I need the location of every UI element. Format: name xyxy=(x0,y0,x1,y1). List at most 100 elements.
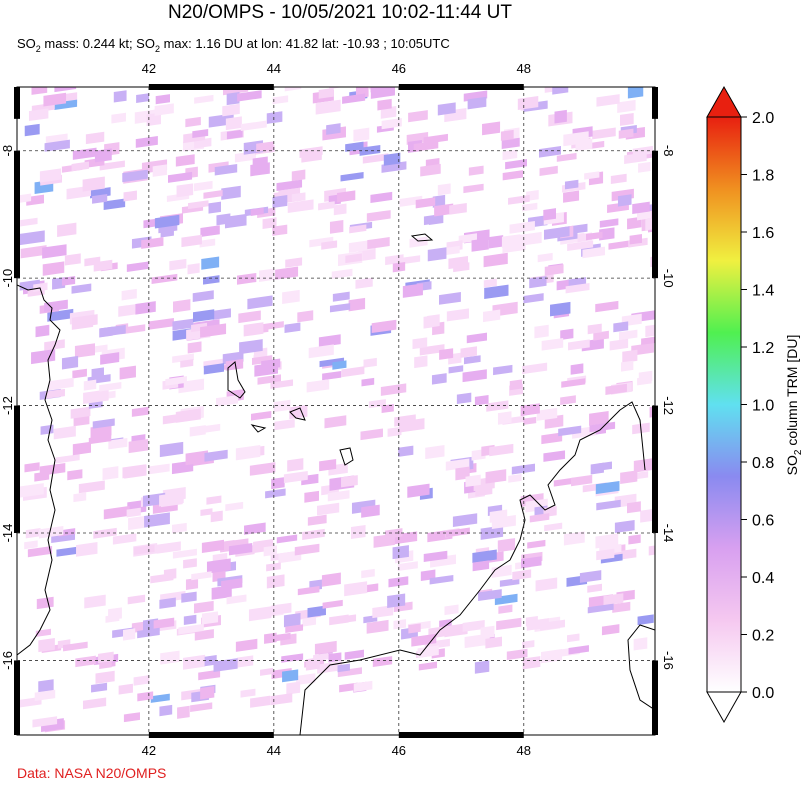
pixel xyxy=(617,99,636,113)
pixel xyxy=(44,299,68,313)
pixel xyxy=(172,522,187,534)
pixel xyxy=(47,308,74,322)
pixel xyxy=(485,469,507,484)
pixel xyxy=(655,40,679,54)
pixel xyxy=(249,462,276,476)
pixel xyxy=(527,539,546,549)
pixel xyxy=(181,234,202,248)
pixel xyxy=(474,660,490,674)
pixel xyxy=(561,378,586,388)
pixel xyxy=(344,581,368,597)
pixel xyxy=(318,334,341,348)
pixel xyxy=(517,96,539,111)
pixel xyxy=(597,57,613,66)
pixel xyxy=(509,379,523,391)
pixel xyxy=(91,682,108,693)
pixel xyxy=(543,208,557,221)
pixel xyxy=(191,571,212,581)
pixel xyxy=(167,171,193,183)
lat-tick-label: -16 xyxy=(0,651,15,670)
pixel xyxy=(234,150,256,163)
pixel xyxy=(383,152,401,166)
pixel xyxy=(486,400,509,412)
lon-tick-label: 48 xyxy=(517,61,531,76)
pixel xyxy=(361,568,375,579)
coastlines xyxy=(17,233,655,735)
pixel xyxy=(270,693,293,706)
pixel xyxy=(199,238,216,248)
pixel xyxy=(488,235,504,249)
pixel xyxy=(285,257,303,268)
pixel xyxy=(582,246,605,259)
pixel xyxy=(153,617,175,630)
pixel xyxy=(478,589,502,602)
pixel xyxy=(372,656,393,668)
pixel xyxy=(629,69,642,80)
pixel xyxy=(319,458,337,472)
pixel xyxy=(51,533,76,544)
pixel xyxy=(413,140,439,152)
pixel xyxy=(316,502,340,516)
pixel xyxy=(482,121,501,136)
pixel xyxy=(194,94,214,104)
pixel xyxy=(491,29,507,43)
island xyxy=(410,233,434,242)
pixel xyxy=(380,383,407,396)
axis-bar xyxy=(14,87,20,119)
pixel xyxy=(445,527,470,538)
pixel xyxy=(607,7,626,18)
pixel xyxy=(627,501,641,514)
colorbar-tick-label: 0.4 xyxy=(752,570,774,587)
pixel xyxy=(358,247,376,262)
pixel xyxy=(240,120,267,131)
pixel xyxy=(560,395,576,405)
pixel xyxy=(226,129,243,140)
pixel xyxy=(341,475,358,488)
pixel xyxy=(560,44,578,53)
pixel xyxy=(178,623,204,635)
pixel xyxy=(99,381,122,392)
pixel xyxy=(76,542,98,557)
pixel xyxy=(228,542,253,556)
pixel xyxy=(563,190,580,203)
pixel xyxy=(84,594,106,609)
pixel xyxy=(434,203,454,217)
pixel xyxy=(185,577,199,590)
pixel xyxy=(465,474,481,487)
pixel xyxy=(360,428,383,441)
pixel xyxy=(225,56,238,65)
pixel xyxy=(133,675,150,686)
lon-tick-label: 48 xyxy=(517,743,531,758)
pixel xyxy=(270,379,294,389)
lon-tick-label: 46 xyxy=(392,743,406,758)
pixel xyxy=(302,528,325,540)
pixel xyxy=(471,237,489,252)
pixel xyxy=(200,225,220,237)
pixel xyxy=(128,438,149,454)
pixel xyxy=(183,558,197,569)
colorbar-max-arrow xyxy=(706,85,742,118)
pixel xyxy=(24,462,40,473)
pixel xyxy=(520,403,540,417)
pixel xyxy=(437,102,456,116)
pixel xyxy=(361,377,375,387)
pixel xyxy=(187,263,200,275)
pixel xyxy=(193,309,215,323)
pixel xyxy=(235,444,261,461)
pixel xyxy=(200,323,227,338)
pixel xyxy=(201,256,220,270)
pixel xyxy=(570,363,584,375)
subtitle: SO2 mass: 0.244 kt; SO2 max: 1.16 DU at … xyxy=(17,36,450,54)
coastline xyxy=(299,401,646,735)
pixel xyxy=(411,71,423,81)
pixel xyxy=(408,623,421,634)
pixel xyxy=(642,50,659,59)
pixel xyxy=(587,603,614,614)
colorbar-tick-label: 1.8 xyxy=(752,168,774,185)
pixel xyxy=(529,513,550,523)
pixel xyxy=(425,445,445,460)
pixel xyxy=(194,629,214,641)
pixel xyxy=(596,499,621,511)
island xyxy=(250,424,267,433)
lon-tick-label: 44 xyxy=(267,61,281,76)
